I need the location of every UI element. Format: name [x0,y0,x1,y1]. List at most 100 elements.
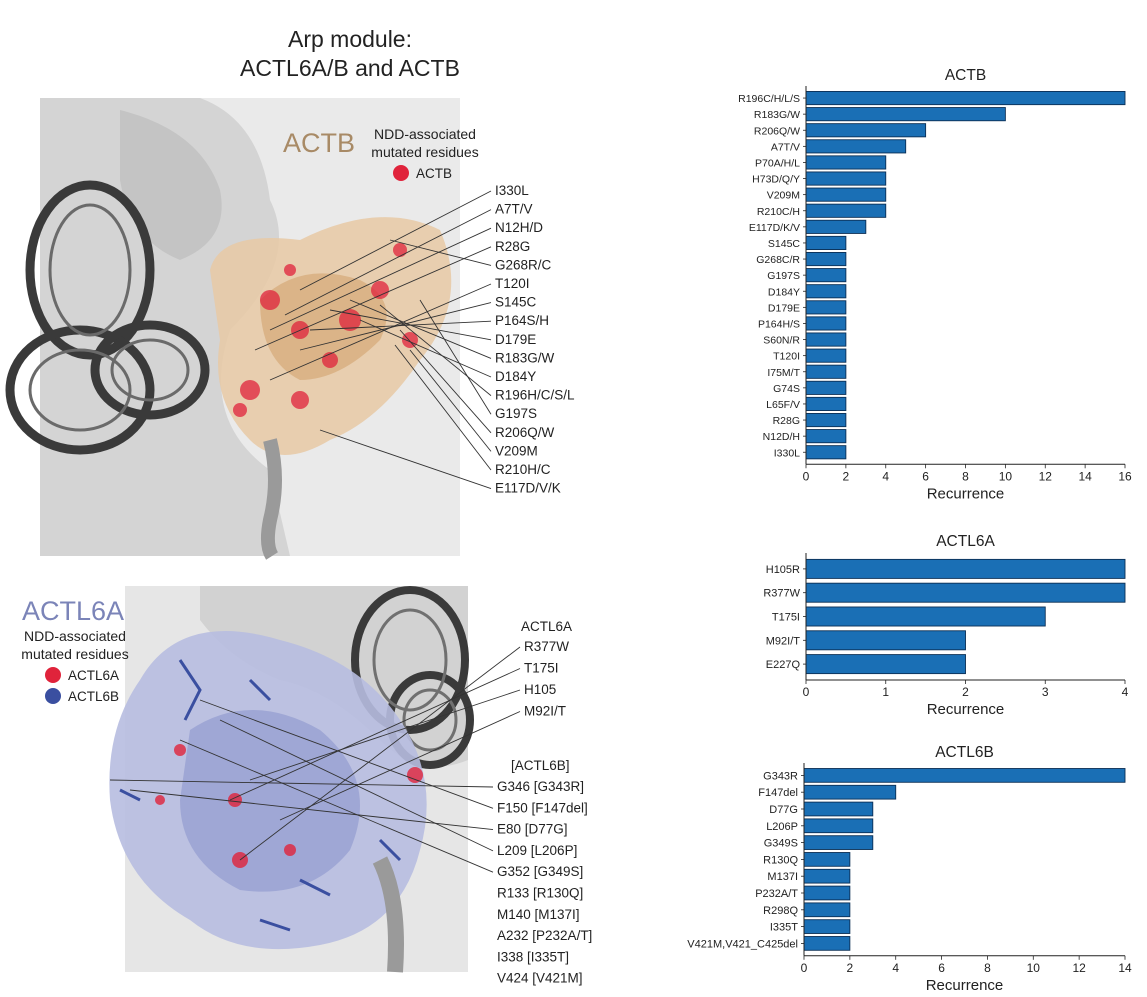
actb-residue-g197s: G197S [495,406,537,421]
actl6b-bar-l206p [803,818,874,834]
actb-bar-h73d-q-y [805,171,887,186]
actb-category-label: V209M [767,190,800,202]
actl6b-bar-p232a-t [803,885,851,901]
actl6-structure-image [109,586,474,973]
actb-leader-line [269,227,492,331]
actb-xtick-label: 2 [843,469,850,483]
actl6b-xtick-label: 8 [984,961,991,975]
actl6a-xtick-label: 1 [882,685,889,699]
actl6a-category-label: M92I/T [766,635,801,647]
actb-legend-title-1: NDD-associated [374,126,476,142]
actl6b-category-label: R130Q [763,854,798,866]
actl6b-bar-m137i [803,868,851,884]
actb-category-label: E117D/K/V [749,222,800,234]
actb-bar-d184y [805,284,847,299]
actl6b-bar-g343r [803,768,1126,783]
actl6b-bar-r298q [803,902,851,918]
actl6-leader-line [129,789,494,831]
panel-title-line1: Arp module: [288,26,412,52]
actl6b-chart-title: ACTL6B [935,744,994,761]
actl6-leader-line [279,711,521,821]
actl6b-bar-r130q [803,852,851,867]
actl6-leader-line [239,646,521,861]
actb-bar-s145c [805,235,847,251]
actb-category-label: L65F/V [766,399,800,411]
actl6-leader-line [109,779,494,788]
actl6b-bar-d77g [803,801,874,817]
actl6b-residue-a232-p232a-t: A232 [P232A/T] [497,928,592,943]
actl6b-xtick-label: 4 [892,961,899,975]
actb-recurrence-chart: ACTB R196C/H/L/S R183G/W R206Q/W A7T/V P70A/H… [738,67,1132,502]
actl6b-bar-v421m-v421-c425del [803,936,851,951]
actb-legend-item: ACTB [416,166,452,181]
actb-leader-line [269,283,492,381]
actl6b-category-label: G349S [764,838,798,850]
actb-xtick-label: 12 [1039,469,1053,483]
actb-protein-label: ACTB [283,128,355,158]
actl6b-category-label: G343R [763,770,798,782]
actl6-legend-title-2: mutated residues [21,646,128,662]
actl6b-residue-g346-g343r: G346 [G343R] [497,779,584,794]
actl6b-x-axis-label: Recurrence [926,977,1004,994]
actb-residue-d179e: D179E [495,332,536,347]
actb-structure-image [5,98,460,560]
actb-residue-p164s-h: P164S/H [495,313,549,328]
actb-leader-line [254,246,492,351]
actb-category-label: R183G/W [754,109,800,121]
actl6a-group-header: ACTL6A [521,619,572,634]
actl6b-bar-g349s [803,835,874,850]
actl6b-group-header: [ACTL6B] [511,758,570,773]
actb-residue-v209m: V209M [495,443,538,458]
actb-category-label: G197S [767,270,800,282]
actb-leader-line [299,190,492,291]
actb-xtick-label: 16 [1118,469,1132,483]
actb-residue-g268r-c: G268R/C [495,257,552,272]
actl6a-legend-item: ACTL6A [68,668,119,683]
actb-leader-line [319,429,492,490]
actl6b-category-label: L206P [766,821,798,833]
actl6a-bar-t175i [805,606,1046,627]
actb-bar-a7t-v [805,139,907,154]
actl6b-legend-item: ACTL6B [68,689,119,704]
actb-category-label: I75M/T [767,367,800,379]
actb-category-label: G74S [773,383,800,395]
actb-leader-line [394,344,492,471]
actl6a-residue-t175i: T175I [524,661,559,676]
actl6b-residue-m140-m137i: M140 [M137I] [497,907,580,922]
actl6-leader-line [199,699,494,809]
actl6b-category-label: P232A/T [755,888,798,900]
actl6-leader-lines [109,646,521,873]
actb-category-label: R210C/H [757,206,800,218]
actb-x-axis-label: Recurrence [927,485,1005,502]
actb-bar-e117d-k-v [805,219,867,234]
actb-residue-a7t-v: A7T/V [495,202,533,217]
actb-leader-line [284,209,492,316]
actb-bar-n12d-h [805,429,847,444]
actl6a-protein-label: ACTL6A [22,596,124,626]
actb-legend-marker [393,165,409,181]
actb-bar-r206q-w [805,123,927,138]
actb-bar-d179e [805,300,847,315]
actl6-leader-line [179,739,494,873]
actl6a-category-label: R377W [763,588,800,600]
actb-category-label: T120I [773,351,800,363]
actl6-leader-line [219,719,494,852]
actb-leader-line [419,299,492,415]
actb-xtick-label: 6 [922,469,929,483]
actl6-leader-line [249,689,521,781]
actl6a-recurrence-chart: ACTL6A H105R R377W T175I M92I/T E227Q 0 1 2 3 4 Rec… [763,533,1128,718]
actb-category-label: P164H/S [758,318,800,330]
actb-category-label: H73D/Q/Y [752,174,800,186]
actb-bar-g268c-r [805,251,847,267]
actb-residue-n12h-d: N12H/D [495,220,543,235]
actb-xtick-label: 14 [1078,469,1092,483]
actl6b-legend-marker [45,688,61,704]
actb-residue-r28g: R28G [495,239,530,254]
actb-category-label: N12D/H [763,431,800,443]
actl6a-x-axis-label: Recurrence [927,701,1005,718]
actb-xtick-label: 8 [962,469,969,483]
actl6a-category-label: T175I [772,612,800,624]
actb-residue-d184y: D184Y [495,369,536,384]
actb-leader-line [379,304,492,396]
